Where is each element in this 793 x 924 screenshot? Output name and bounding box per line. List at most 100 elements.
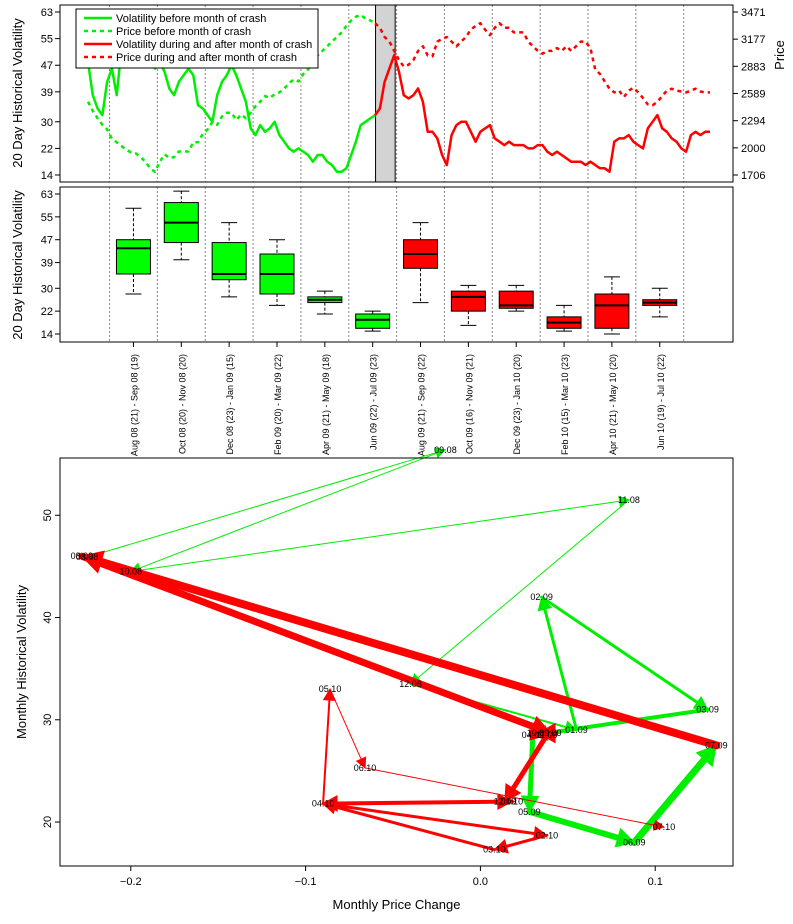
y-right-tick-label: 1706 [741,170,765,182]
arrow-shaft-11 [97,557,721,750]
category-label: Oct 08 (20) - Nov 08 (20) [177,354,187,454]
y-tick-label: 30 [42,714,54,726]
y-tick-label: 40 [42,611,54,623]
arrow-head-22 [355,756,367,769]
category-label: Dec 08 (23) - Jan 09 (15) [225,354,235,455]
box-iqr [450,290,486,312]
category-label: Feb 09 (20) - Mar 09 (22) [273,354,283,455]
legend-label: Volatility before month of crash [116,13,266,25]
monthly-vol-vs-price-change-panel: 08.08 09.08 10.08 11.08 12.08 01.09 02.09 03.09… [14,445,734,912]
y-tick-label: 14 [41,170,53,182]
y-tick-label: 55 [41,212,53,224]
category-label: Dec 09 (23) - Jan 10 (20) [512,354,522,455]
arrow-shaft-21 [322,699,331,805]
middle-y-axis: 14 22 30 39 47 55 63 [41,189,60,341]
y-tick-label: 63 [41,189,53,201]
point-label-04.09: 04.09 [522,730,545,740]
arrow-head-9 [614,827,636,848]
y-tick-label: 22 [41,306,53,318]
middle-panel-frame [59,186,734,343]
series-line-3 [374,21,710,107]
box-iqr [594,293,630,329]
arrow-shaft-10 [630,755,708,846]
box-iqr [355,313,391,329]
right-y-axis: 1706 2000 2294 2589 2883 3177 3471 [733,7,765,182]
category-label: Aug 08 (21) - Sep 08 (19) [129,354,139,456]
point-label-07.09: 07.09 [705,740,728,750]
point-label-08.09: 08.09 [71,551,94,561]
bottom-y-axis: 20 30 40 50 [42,509,60,828]
y-tick-label: 14 [41,329,53,341]
y-tick-label: 63 [41,7,53,19]
arrow-head-10 [695,744,718,768]
point-label-05.10: 05.10 [319,684,342,694]
arrow-shaft-8 [527,732,536,799]
point-label-11.08: 11.08 [618,495,640,505]
x-tick-label: 0.0 [473,876,488,888]
arrow-head-14 [529,722,548,741]
x-tick-label: 0.1 [648,876,663,888]
volatility-price-line-panel: 14 22 30 39 47 55 63 1706 2000 2294 2589 2883 3177 3… [10,4,787,183]
point-label-06.10: 06.10 [354,763,377,773]
point-label-04.10: 04.10 [312,799,335,809]
arrow-head-23 [653,819,666,831]
left-y-axis: 14 22 30 39 47 55 63 [41,7,60,182]
point-label-11.09: 11.09 [536,730,558,740]
y-tick-label: 47 [41,60,53,72]
y-tick-label: 39 [41,258,53,270]
y-tick-label: 47 [41,235,53,247]
y-right-tick-label: 2589 [741,88,765,100]
month-point-labels: 08.08 09.08 10.08 11.08 12.08 01.09 02.09 03.09… [71,445,728,855]
month-arrows [78,447,721,854]
arrow-shaft-19 [504,833,549,848]
point-label-05.09: 05.09 [518,807,541,817]
legend-label: Price during and after month of crash [116,52,297,64]
arrow-shaft-20 [333,805,496,852]
point-label-12.09: 12.09 [494,797,517,807]
box-iqr [115,239,151,275]
y-right-tick-label: 2000 [741,143,765,155]
series-line-2 [374,53,710,173]
category-label: Apr 09 (21) - May 09 (18) [321,354,331,455]
arrow-head-5 [537,596,553,612]
y-tick-label: 30 [41,117,53,129]
point-label-09.09: 09.09 [539,728,562,738]
arrow-shaft-22 [329,688,362,760]
category-label: Feb 10 (15) - Mar 10 (23) [560,354,570,455]
volatility-boxplot-panel: 14 22 30 39 47 55 63 20 Day Historical Volatil… [10,186,734,456]
arrow-shaft-12 [78,552,537,731]
arrow-shaft-9 [526,808,621,841]
arrow-shaft-17 [335,799,514,806]
arrow-shaft-6 [540,595,699,705]
y-tick-label: 39 [41,87,53,99]
point-label-06.09: 06.09 [623,837,646,847]
y-right-tick-label: 3471 [741,7,765,19]
y-tick-label: 22 [41,143,53,155]
arrow-head-19 [493,838,509,854]
period-category-labels: Aug 08 (21) - Sep 08 (19) Oct 08 (20) - N… [129,342,666,456]
category-label: Jun 09 (22) - Jul 09 (23) [369,354,379,450]
x-tick-label: −0.1 [295,876,317,888]
arrow-shaft-3 [417,499,630,679]
y-right-tick-label: 3177 [741,34,765,46]
series-line-1 [86,13,376,174]
arrow-shaft-23 [364,767,656,826]
boxplot-group [115,190,678,335]
legend-box [75,8,319,69]
bottom-panel-x-axis-label: Monthly Price Change [333,897,461,912]
point-label-12.08: 12.08 [399,679,422,689]
y-right-tick-label: 2294 [741,116,765,128]
top-panel-right-y-axis-label: Price [772,40,787,70]
point-label-02.09: 02.09 [530,592,553,602]
y-right-tick-label: 2883 [741,61,765,73]
middle-panel-y-axis-label: 20 Day Historical Volatility [10,190,25,340]
point-label-01.09: 01.09 [565,725,588,735]
y-tick-label: 55 [41,34,53,46]
period-dividers [109,187,685,342]
point-label-07.10: 07.10 [653,822,676,832]
arrow-shaft-0 [86,452,437,558]
category-label: Apr 10 (21) - May 10 (20) [608,354,618,455]
point-label-02.10: 02.10 [536,830,559,840]
